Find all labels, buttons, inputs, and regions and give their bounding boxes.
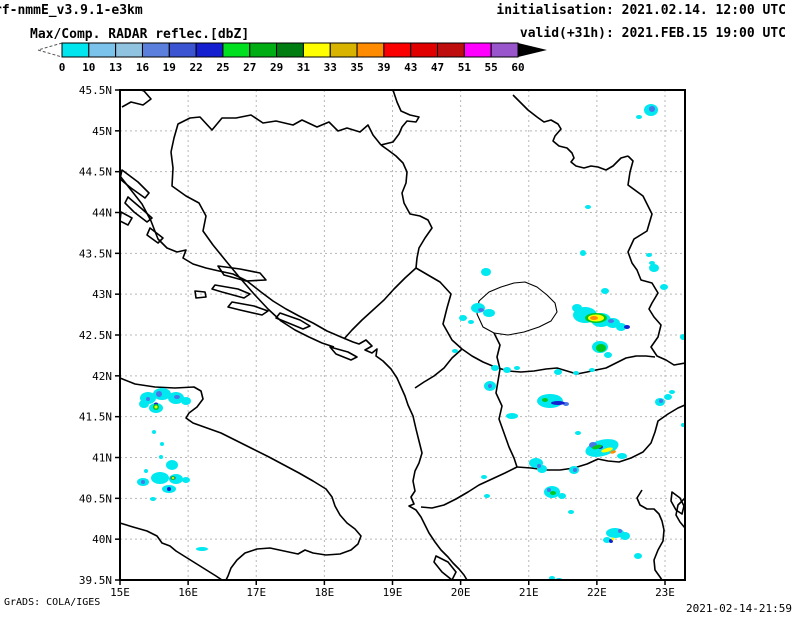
- colorbar-tick-label: 16: [136, 61, 150, 74]
- creation-timestamp: 2021-02-14-21:59: [686, 602, 792, 615]
- colorbar-tick-label: 39: [377, 61, 390, 74]
- lon-tick-label: 20E: [451, 586, 471, 599]
- gridlines: [120, 90, 685, 580]
- colorbar-tick-label: 43: [404, 61, 417, 74]
- colorbar-tick-label: 27: [243, 61, 256, 74]
- colorbar-tick-label: 25: [216, 61, 229, 74]
- country-borders: [170, 90, 685, 509]
- lon-tick-label: 23E: [655, 586, 675, 599]
- lon-tick-label: 19E: [383, 586, 403, 599]
- grads-credit: GrADS: COLA/IGES: [4, 597, 101, 608]
- lat-tick-label: 40N: [92, 533, 112, 546]
- lat-tick-label: 44N: [92, 207, 112, 220]
- axis-labels: 15E 16E 17E 18E 19E 20E 21E 22E 23E 45.5N 45N 44.5N…: [79, 84, 675, 599]
- lat-tick-label: 41.5N: [79, 411, 112, 424]
- colorbar-tick-label: 22: [189, 61, 202, 74]
- lon-tick-label: 16E: [178, 586, 198, 599]
- lon-tick-label: 22E: [587, 586, 607, 599]
- init-time-label: initialisation: 2021.02.14. 12:00 UTC: [496, 3, 786, 18]
- valid-time-label: valid(+31h): 2021.FEB.15 19:00 UTC: [519, 26, 786, 41]
- model-title: rf-nmmE_v3.9.1-e3km: [0, 3, 143, 18]
- colorbar-tick-label: 29: [270, 61, 283, 74]
- lat-tick-label: 43N: [92, 288, 112, 301]
- colorbar: 0 10 13 16 19 22 25 27 29 31 33 35 39 43 47 51 55 60: [0, 40, 580, 82]
- lat-tick-label: 39.5N: [79, 574, 112, 587]
- kosovo-border: [476, 281, 558, 336]
- radar-echoes: [137, 104, 685, 580]
- product-title: Max/Comp. RADAR reflec.[dbZ]: [30, 27, 250, 42]
- lat-tick-label: 41N: [92, 452, 112, 465]
- axis-ticks: [115, 89, 666, 585]
- colorbar-tick-label: 33: [324, 61, 337, 74]
- above-max-arrow: [518, 43, 547, 57]
- lon-tick-label: 21E: [519, 586, 539, 599]
- colorbar-tick-label: 19: [163, 61, 176, 74]
- coastlines: [120, 90, 685, 580]
- lon-tick-label: 15E: [110, 586, 130, 599]
- lat-tick-label: 45.5N: [79, 84, 112, 97]
- lat-tick-label: 44.5N: [79, 166, 112, 179]
- lon-tick-label: 18E: [314, 586, 334, 599]
- colorbar-scale: 0 10 13 16 19 22 25 27 29 31 33 35 39 43 47 51 55 60: [36, 42, 547, 74]
- lat-tick-label: 40.5N: [79, 492, 112, 505]
- lat-tick-label: 42.5N: [79, 329, 112, 342]
- colorbar-tick-label: 13: [109, 61, 122, 74]
- colorbar-tick-label: 31: [297, 61, 311, 74]
- colorbar-tick-label: 0: [59, 61, 66, 74]
- colorbar-tick-label: 60: [511, 61, 524, 74]
- colorbar-tick-label: 51: [458, 61, 472, 74]
- colorbar-tick-label: 55: [485, 61, 498, 74]
- colorbar-tick-label: 35: [350, 61, 363, 74]
- colorbar-tick-label: 10: [82, 61, 95, 74]
- lon-tick-label: 17E: [246, 586, 266, 599]
- lat-tick-label: 45N: [92, 125, 112, 138]
- lat-tick-label: 43.5N: [79, 247, 112, 260]
- lat-tick-label: 42N: [92, 370, 112, 383]
- colorbar-tick-label: 47: [431, 61, 444, 74]
